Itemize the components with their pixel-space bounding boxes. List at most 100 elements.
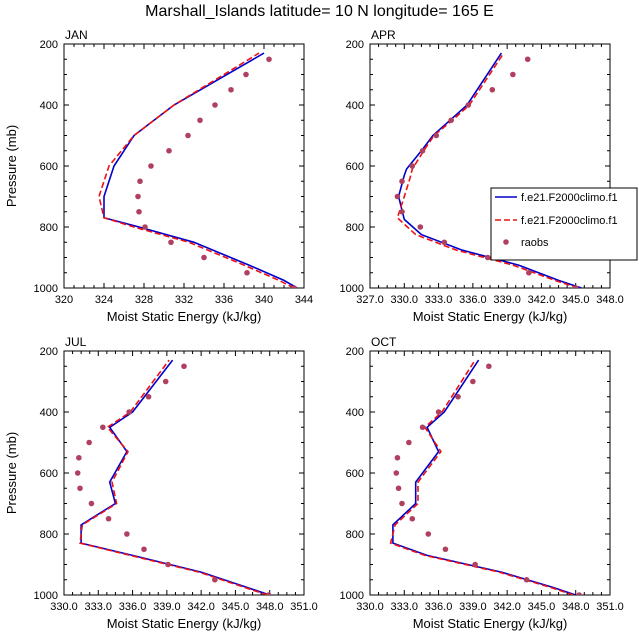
x-tick-label: 336	[215, 294, 233, 306]
x-tick-label: 336.0	[459, 294, 487, 306]
y-tick-label: 800	[346, 222, 364, 234]
x-tick-label: 351.0	[290, 601, 318, 613]
raobs-marker	[168, 239, 174, 246]
model-line-dashed	[98, 52, 295, 288]
plot-data	[74, 359, 272, 595]
raobs-marker	[523, 576, 530, 583]
x-tick-label: 345.0	[562, 294, 590, 306]
panel-oct: 330.0 333.0 336.0 339.0 342.0 345.0 348.0 351.0…	[340, 335, 624, 631]
raobs-marker	[472, 561, 478, 568]
model-line-dashed	[389, 359, 574, 595]
raobs-marker	[524, 56, 531, 63]
y-tick-label: 1000	[340, 590, 364, 602]
x-tick-label: 327.0	[356, 294, 384, 306]
raobs-marker	[435, 409, 442, 415]
plot-frame	[63, 43, 305, 289]
model-line-dashed	[79, 359, 268, 595]
raobs-marker	[243, 71, 249, 78]
raobs-marker	[465, 102, 472, 108]
x-tick-label: 336.0	[119, 601, 147, 613]
x-axis-label: Moist Static Energy (kJ/kg)	[413, 616, 568, 631]
raobs-marker	[291, 285, 297, 288]
x-tick-label: 351.0	[596, 601, 624, 613]
raobs-marker	[417, 224, 424, 230]
raobs-marker	[425, 531, 432, 537]
x-axis-label: Moist Static Energy (kJ/kg)	[107, 616, 262, 631]
panel-jul: 330.0 333.0 336.0 339.0 342.0 345.0 348.0 351.0…	[4, 335, 318, 631]
legend: f.e21.F2000climo.f1 f.e21.F2000climo.f1 ra…	[490, 187, 638, 261]
x-tick-label: 330.0	[50, 601, 78, 613]
figure-title: Marshall_Islands latitude= 10 N longitud…	[145, 3, 494, 20]
raobs-marker	[433, 132, 440, 139]
x-tick-label: 328	[135, 294, 153, 306]
raobs-marker	[137, 178, 143, 185]
raobs-marker	[142, 224, 148, 230]
y-tick-label: 600	[346, 161, 364, 173]
x-tick-label: 330.0	[356, 601, 384, 613]
raobs-marker	[126, 409, 132, 415]
raobs-marker	[510, 71, 516, 78]
plot-data	[98, 52, 298, 288]
legend-box	[490, 187, 638, 261]
raobs-marker	[100, 424, 106, 431]
raobs-marker	[399, 208, 405, 215]
raobs-marker	[572, 285, 579, 288]
y-axis-label: Pressure (mb)	[4, 125, 19, 207]
y-tick-label: 400	[40, 407, 58, 419]
panel-label: APR	[371, 28, 396, 42]
x-tick-label: 342.0	[493, 601, 521, 613]
panel-jan: 320 324 328 332 336 340 344 200 400 600 800 1000 JAN…	[4, 28, 313, 324]
raobs-marker	[141, 546, 147, 553]
raobs-marker	[88, 500, 95, 507]
raobs-marker	[244, 269, 250, 276]
raobs-marker	[162, 378, 169, 385]
x-tick-label: 345.0	[528, 601, 556, 613]
legend-marker-raobs	[503, 239, 509, 245]
model-line-solid	[392, 359, 576, 595]
y-tick-label: 1000	[34, 283, 58, 295]
panel-label: JUL	[65, 335, 87, 349]
raobs-marker	[212, 102, 218, 108]
raobs-marker	[212, 576, 218, 583]
legend-entry-label: f.e21.F2000climo.f1	[521, 192, 618, 204]
raobs-marker	[165, 561, 171, 568]
raobs-marker	[419, 424, 426, 431]
y-tick-label: 600	[40, 468, 58, 480]
raobs-marker	[77, 485, 83, 492]
x-axis-label: Moist Static Energy (kJ/kg)	[413, 309, 568, 324]
raobs-marker	[136, 208, 142, 215]
plot-frame	[369, 350, 611, 596]
x-tick-label: 320	[55, 294, 73, 306]
plot-data	[389, 359, 582, 595]
x-tick-label: 342.0	[528, 294, 556, 306]
raobs-marker	[201, 254, 207, 261]
raobs-marker	[394, 193, 401, 200]
raobs-marker	[526, 269, 532, 276]
raobs-marker	[166, 147, 172, 154]
raobs-marker	[394, 454, 401, 461]
raobs-marker	[395, 485, 402, 492]
raobs-marker	[441, 239, 448, 246]
y-tick-label: 600	[346, 468, 364, 480]
y-tick-label: 1000	[340, 283, 364, 295]
plot-frame	[63, 350, 305, 596]
raobs-marker	[185, 132, 191, 139]
raobs-marker	[228, 86, 234, 93]
raobs-marker	[181, 363, 187, 370]
raobs-marker	[489, 86, 496, 93]
x-tick-label: 345.0	[222, 601, 250, 613]
y-tick-label: 400	[346, 407, 364, 419]
raobs-marker	[399, 178, 405, 185]
raobs-marker	[419, 147, 426, 154]
y-tick-label: 200	[40, 346, 58, 358]
x-tick-label: 339.0	[493, 294, 521, 306]
y-tick-label: 800	[40, 222, 58, 234]
raobs-marker	[135, 193, 141, 200]
y-tick-label: 1000	[34, 590, 58, 602]
x-tick-label: 336.0	[425, 601, 453, 613]
raobs-marker	[484, 254, 491, 261]
x-tick-label: 348.0	[562, 601, 590, 613]
x-tick-label: 348.0	[596, 294, 624, 306]
raobs-marker	[576, 592, 582, 595]
